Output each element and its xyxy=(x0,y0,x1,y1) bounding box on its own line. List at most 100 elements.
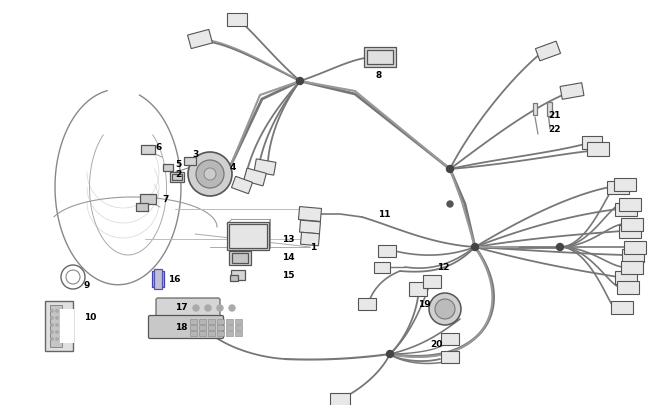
Circle shape xyxy=(435,299,455,319)
FancyBboxPatch shape xyxy=(300,232,320,246)
Text: 21: 21 xyxy=(548,110,560,119)
Circle shape xyxy=(51,310,53,312)
Bar xyxy=(208,331,215,336)
Bar xyxy=(217,331,224,336)
Text: 17: 17 xyxy=(175,303,188,312)
Text: 18: 18 xyxy=(175,323,187,332)
Bar xyxy=(163,164,173,171)
Bar xyxy=(547,103,551,117)
Bar xyxy=(217,319,224,324)
Bar xyxy=(190,319,197,324)
Circle shape xyxy=(51,331,53,333)
Circle shape xyxy=(556,244,564,251)
FancyBboxPatch shape xyxy=(369,50,391,64)
FancyBboxPatch shape xyxy=(148,316,224,339)
Bar xyxy=(154,269,162,289)
Bar xyxy=(235,319,242,324)
Text: 4: 4 xyxy=(230,163,237,172)
Bar xyxy=(190,325,197,330)
Bar xyxy=(170,173,184,183)
FancyBboxPatch shape xyxy=(378,245,396,257)
FancyBboxPatch shape xyxy=(300,221,320,234)
FancyBboxPatch shape xyxy=(536,42,560,62)
FancyBboxPatch shape xyxy=(156,298,220,318)
Bar xyxy=(232,254,248,263)
FancyBboxPatch shape xyxy=(298,207,322,222)
FancyBboxPatch shape xyxy=(441,333,459,345)
FancyBboxPatch shape xyxy=(617,281,639,294)
Text: 5: 5 xyxy=(175,160,181,169)
Text: 7: 7 xyxy=(162,195,168,204)
FancyBboxPatch shape xyxy=(619,198,641,211)
Text: 8: 8 xyxy=(376,70,382,79)
FancyBboxPatch shape xyxy=(611,301,633,314)
Bar xyxy=(50,305,62,347)
Circle shape xyxy=(56,331,58,333)
Text: 14: 14 xyxy=(282,253,294,262)
Text: 10: 10 xyxy=(84,313,96,322)
Bar xyxy=(136,203,148,211)
Circle shape xyxy=(51,317,53,320)
Circle shape xyxy=(204,168,216,181)
Circle shape xyxy=(471,244,478,251)
Text: 22: 22 xyxy=(548,125,560,134)
Text: 1: 1 xyxy=(310,243,317,252)
Bar xyxy=(226,319,233,324)
Circle shape xyxy=(217,305,223,311)
Bar xyxy=(226,325,233,330)
Bar xyxy=(140,194,156,205)
Text: 19: 19 xyxy=(418,300,430,309)
Bar xyxy=(208,325,215,330)
Bar xyxy=(229,252,251,265)
Bar xyxy=(152,271,164,287)
Bar xyxy=(45,301,73,351)
Bar xyxy=(230,275,238,281)
Bar xyxy=(199,325,206,330)
FancyBboxPatch shape xyxy=(615,271,637,284)
Bar xyxy=(227,222,269,250)
Circle shape xyxy=(296,78,304,85)
Bar xyxy=(208,319,215,324)
Text: 20: 20 xyxy=(430,340,443,349)
FancyBboxPatch shape xyxy=(621,261,643,274)
Bar xyxy=(364,48,396,68)
FancyBboxPatch shape xyxy=(423,275,441,288)
Circle shape xyxy=(56,324,58,326)
FancyBboxPatch shape xyxy=(409,282,427,296)
FancyBboxPatch shape xyxy=(607,181,629,194)
FancyBboxPatch shape xyxy=(231,177,252,194)
Bar xyxy=(141,145,155,154)
Circle shape xyxy=(56,310,58,312)
Circle shape xyxy=(196,161,224,189)
Text: 3: 3 xyxy=(192,150,198,159)
FancyBboxPatch shape xyxy=(374,262,390,273)
Circle shape xyxy=(188,153,232,196)
FancyBboxPatch shape xyxy=(254,160,276,176)
FancyBboxPatch shape xyxy=(587,143,609,157)
Circle shape xyxy=(447,166,454,173)
Text: 12: 12 xyxy=(437,263,450,272)
Bar xyxy=(199,319,206,324)
Text: 15: 15 xyxy=(282,271,294,280)
FancyBboxPatch shape xyxy=(358,298,376,310)
Bar xyxy=(367,51,393,65)
Bar xyxy=(190,331,197,336)
FancyBboxPatch shape xyxy=(188,30,213,49)
Bar xyxy=(533,104,537,116)
Circle shape xyxy=(193,305,199,311)
Circle shape xyxy=(56,338,58,340)
FancyBboxPatch shape xyxy=(615,203,637,216)
Bar xyxy=(217,325,224,330)
Text: 6: 6 xyxy=(155,143,161,152)
FancyBboxPatch shape xyxy=(614,178,636,191)
FancyBboxPatch shape xyxy=(330,392,350,405)
Bar xyxy=(235,331,242,336)
FancyBboxPatch shape xyxy=(227,13,247,26)
Circle shape xyxy=(205,305,211,311)
Bar xyxy=(199,331,206,336)
Text: 13: 13 xyxy=(282,235,294,244)
Bar xyxy=(229,224,267,248)
FancyBboxPatch shape xyxy=(622,249,644,262)
Circle shape xyxy=(56,317,58,320)
FancyBboxPatch shape xyxy=(244,169,266,186)
